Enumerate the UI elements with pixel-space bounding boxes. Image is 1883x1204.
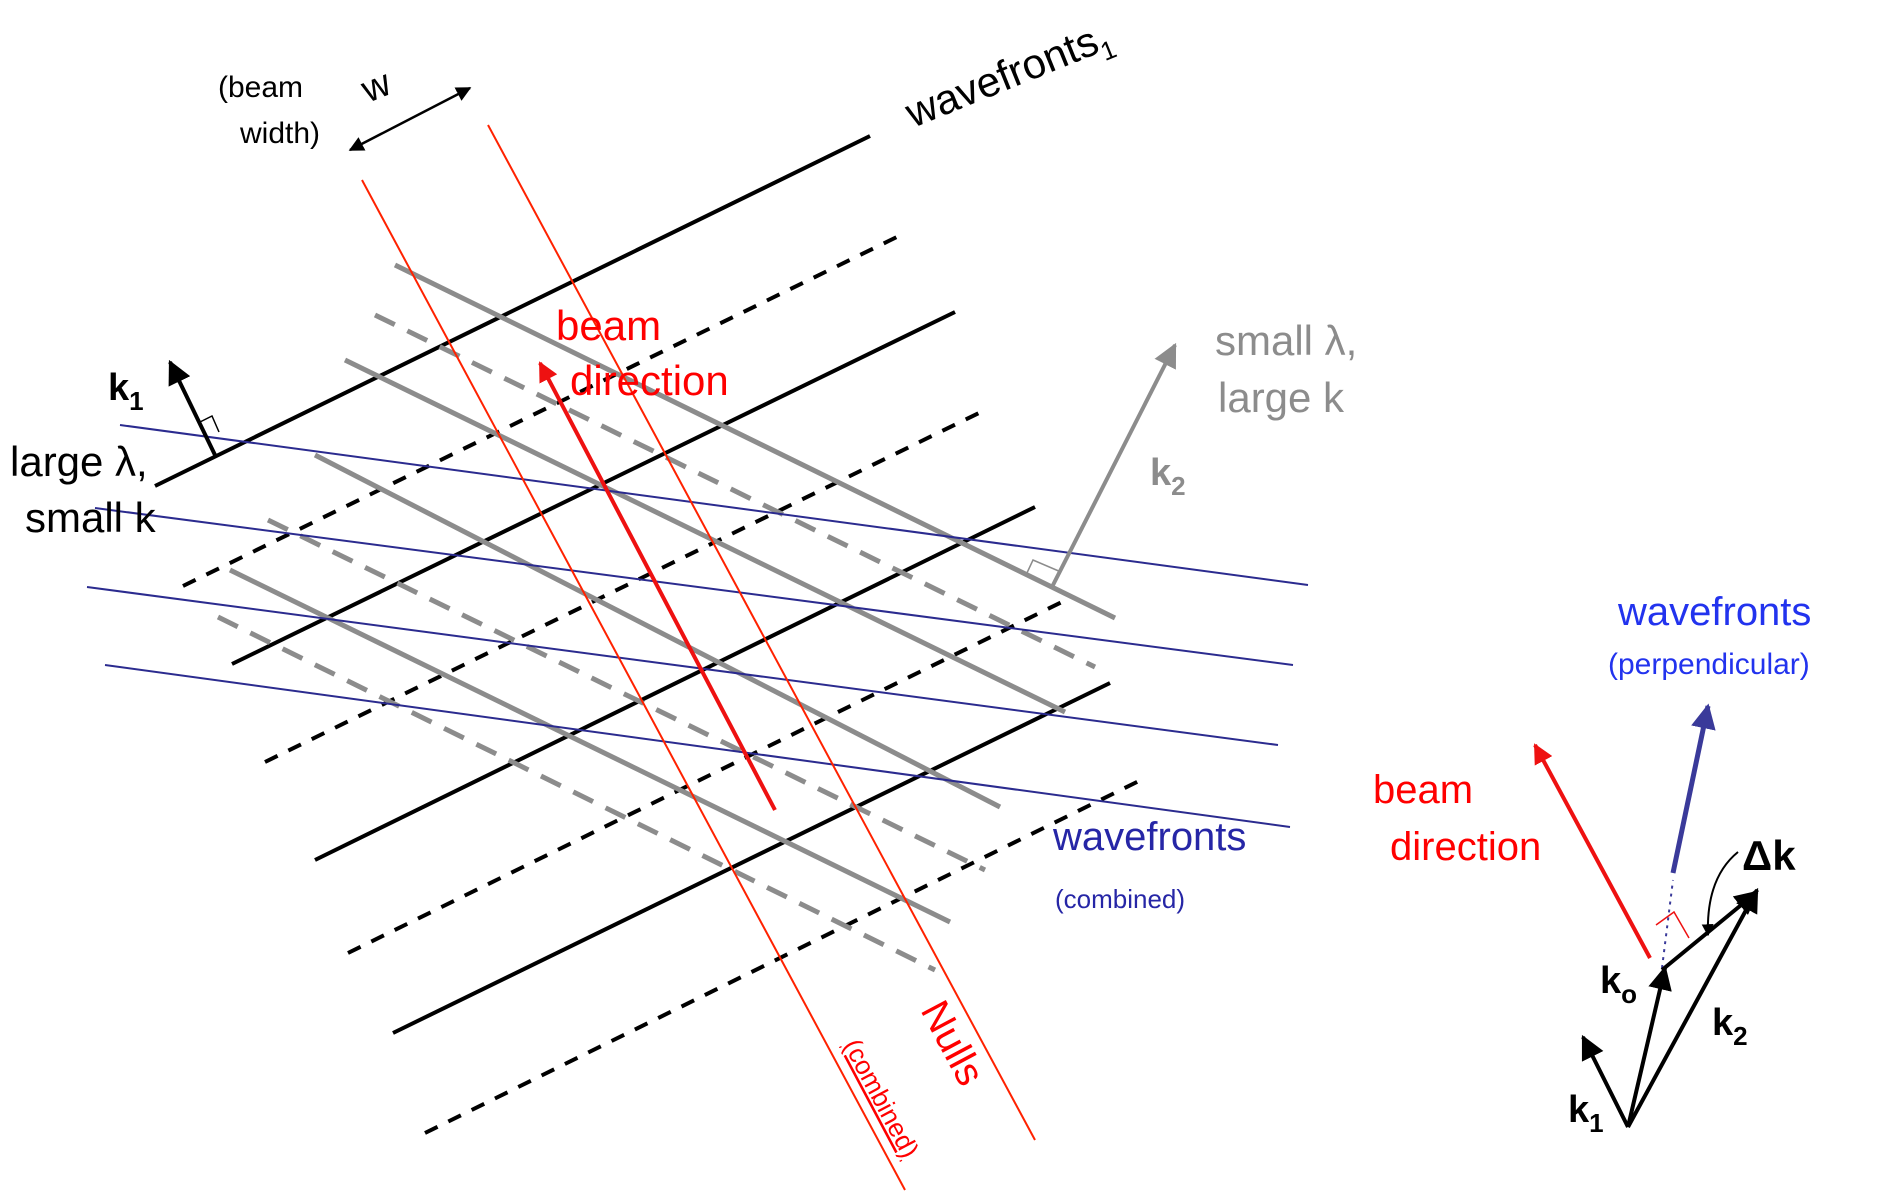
beam-direction-right-line2: direction [1390, 825, 1541, 869]
wavefront-2-solid-line [313, 452, 1002, 810]
combined-wavefront-line [86, 586, 1279, 746]
wavefront-1-solid-line [154, 134, 871, 488]
null-line [361, 179, 906, 1191]
wavefront-1-dashed-line [182, 231, 906, 588]
wavefronts-combined-sub: (combined) [1055, 884, 1185, 914]
wavefronts1-label: wavefronts1 [898, 11, 1121, 143]
beam-direction-label-line1: beam [556, 302, 661, 349]
beam-direction-label-line2: direction [570, 357, 729, 404]
beam-right-angle [1655, 910, 1690, 939]
perpendicular-label: (perpendicular) [1608, 648, 1810, 681]
k1-vec-label: k1 [1568, 1089, 1604, 1138]
k2-vec-label: k2 [1712, 1002, 1748, 1051]
wavefronts-combined [86, 424, 1309, 828]
wavefront-2-dashed-line [216, 614, 937, 973]
ko-vec-arrow [1626, 965, 1672, 1128]
nulls-label: Nulls [912, 994, 993, 1093]
wavefront-2-dashed-line [373, 312, 1097, 670]
null-line [487, 124, 1036, 1141]
beam-width-label-line1: (beam [218, 71, 303, 104]
combined-wavefront-line [104, 664, 1291, 828]
k1-main-label: k1 [108, 367, 144, 416]
combined-wavefront-line [119, 424, 1309, 586]
delta-k-pointer [1701, 851, 1739, 937]
k2-main-label: k2 [1150, 452, 1186, 501]
wavefront-2-solid-line [393, 262, 1117, 621]
large-lambda-label: large λ, [10, 438, 148, 485]
k2-main-arrow [1050, 342, 1177, 588]
small-lambda-label: small λ, [1215, 317, 1357, 364]
k1-main-arrow [168, 359, 217, 456]
beam-width-label-line2: width) [239, 117, 320, 150]
wavefront-2-dashed-line [266, 517, 987, 873]
wavefront-2-solid-line [343, 357, 1067, 715]
wavefront-1-solid-line [314, 505, 1036, 862]
wavefront-1-solid-line [392, 681, 1111, 1035]
k1-vec-arrow [1581, 1034, 1630, 1128]
wavefronts-perp-label: wavefronts [1617, 590, 1811, 634]
nulls-combined-label: (combined) [838, 1034, 926, 1163]
beam-width-arrow [348, 86, 472, 152]
wavefront-2-solid-line [228, 567, 952, 925]
wavefront-perp-arrow [1670, 703, 1716, 874]
ko-label: ko [1600, 960, 1637, 1009]
wavefronts-2-dashed [216, 312, 1097, 973]
nulls-lines [361, 124, 1036, 1191]
k2-right-angle [1025, 559, 1062, 576]
beam-direction-right-line1: beam [1373, 768, 1473, 812]
k1-right-angle [197, 414, 220, 433]
beam-direction-right-arrow [1533, 743, 1652, 959]
k2-vec-arrow [1626, 887, 1759, 1128]
wavefront-1-dashed-line [424, 776, 1146, 1135]
wavefronts-combined-label: wavefronts [1052, 815, 1246, 859]
delta-k-label: Δk [1742, 832, 1796, 879]
beam-direction-arrow [538, 361, 777, 811]
small-k-label: small k [25, 494, 157, 541]
large-k-label: large k [1218, 374, 1345, 421]
wavefront-perp-dotted [1661, 879, 1674, 969]
wavefronts-1-solid [154, 134, 1111, 1035]
combined-wavefront-line [94, 507, 1294, 666]
wavefronts-2-solid [228, 262, 1117, 925]
wavefront-1-dashed-line [347, 596, 1071, 955]
w-label: w [355, 62, 398, 112]
